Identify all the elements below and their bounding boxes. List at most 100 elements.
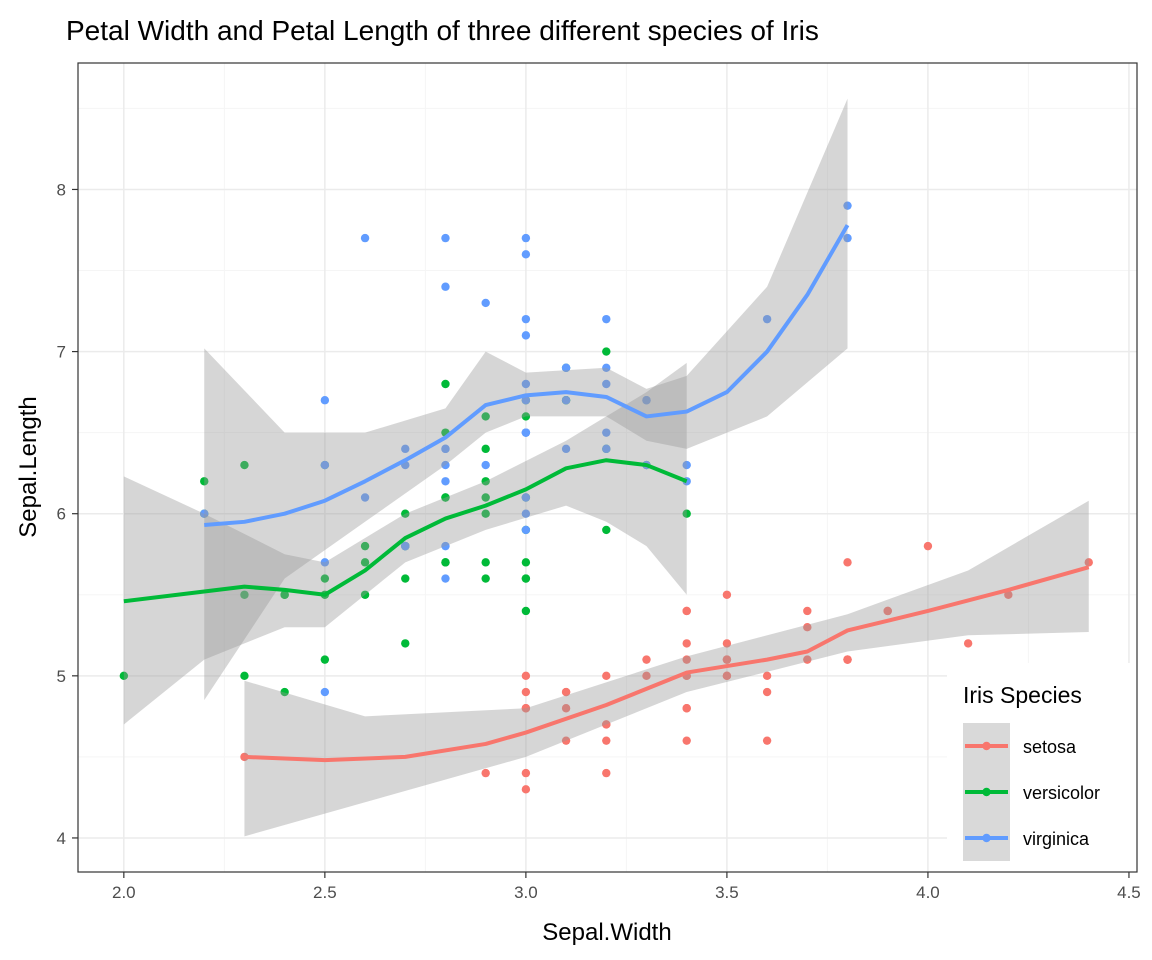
- x-axis-label: Sepal.Width: [542, 919, 671, 946]
- data-point-versicolor: [441, 558, 450, 567]
- data-point-virginica: [441, 233, 450, 243]
- data-point-virginica: [401, 541, 410, 551]
- data-point-setosa: [602, 736, 611, 745]
- points-layer: [119, 201, 1093, 794]
- confidence-band-versicolor: [123, 362, 687, 725]
- data-point-versicolor: [280, 687, 289, 697]
- data-point-setosa: [682, 606, 691, 616]
- data-point-setosa: [883, 606, 892, 616]
- data-point-setosa: [1004, 590, 1013, 599]
- data-point-setosa: [923, 541, 933, 551]
- data-point-setosa: [722, 639, 732, 648]
- data-point-setosa: [561, 687, 571, 697]
- data-point-setosa: [521, 687, 531, 697]
- data-point-setosa: [722, 590, 732, 599]
- data-point-setosa: [963, 639, 973, 648]
- data-point-virginica: [561, 363, 571, 372]
- data-point-virginica: [481, 460, 490, 470]
- legend-key-point-setosa: [982, 741, 991, 751]
- bands-layer: [123, 98, 1089, 837]
- data-point-virginica: [843, 201, 852, 210]
- data-point-versicolor: [441, 493, 450, 502]
- data-point-virginica: [441, 282, 450, 291]
- data-point-versicolor: [602, 525, 611, 535]
- data-point-virginica: [320, 687, 330, 697]
- data-point-virginica: [320, 396, 330, 405]
- data-point-virginica: [602, 363, 611, 372]
- data-point-versicolor: [360, 541, 370, 551]
- data-point-virginica: [200, 509, 209, 518]
- data-point-setosa: [642, 655, 651, 664]
- data-point-setosa: [481, 768, 490, 778]
- x-tick-label: 4.5: [1117, 883, 1141, 902]
- y-tick-label: 7: [57, 343, 66, 362]
- legend: Iris Species setosa versicolor virginica: [947, 663, 1137, 872]
- data-point-versicolor: [521, 574, 531, 583]
- y-tick-label: 5: [57, 667, 66, 686]
- data-point-setosa: [602, 768, 611, 778]
- data-point-versicolor: [682, 509, 691, 518]
- y-tick-label: 6: [57, 505, 66, 524]
- data-point-virginica: [360, 493, 370, 502]
- data-point-virginica: [602, 379, 611, 389]
- smooth-line-setosa: [244, 565, 1090, 763]
- data-point-virginica: [602, 444, 611, 454]
- smooth-line-virginica: [204, 224, 850, 528]
- data-point-virginica: [521, 314, 531, 324]
- axes: 2.0 2.5 3.0 3.5 4.0 4.5 4 5 6 7 8: [57, 180, 1141, 902]
- data-point-virginica: [401, 444, 410, 454]
- y-tick-label: 4: [57, 829, 66, 848]
- data-point-versicolor: [481, 493, 490, 502]
- data-point-virginica: [642, 396, 651, 405]
- data-point-versicolor: [521, 606, 531, 616]
- legend-title: Iris Species: [963, 682, 1082, 708]
- legend-label-versicolor: versicolor: [1023, 783, 1100, 803]
- data-point-versicolor: [602, 347, 611, 356]
- data-point-versicolor: [481, 574, 490, 583]
- x-tick-label: 2.0: [112, 883, 136, 902]
- data-point-virginica: [360, 233, 370, 243]
- legend-label-setosa: setosa: [1023, 737, 1077, 757]
- data-point-versicolor: [481, 509, 490, 518]
- data-point-versicolor: [481, 412, 490, 421]
- data-point-setosa: [561, 736, 571, 745]
- data-point-setosa: [803, 606, 812, 616]
- legend-key-point-virginica: [982, 833, 991, 843]
- data-point-setosa: [1084, 558, 1093, 567]
- data-point-versicolor: [240, 590, 249, 599]
- data-point-setosa: [762, 687, 772, 697]
- confidence-band-setosa: [244, 500, 1089, 837]
- data-point-setosa: [642, 671, 651, 681]
- data-point-virginica: [481, 298, 490, 308]
- data-point-versicolor: [200, 477, 209, 486]
- panel-border: [77, 62, 1138, 873]
- data-point-setosa: [682, 655, 691, 664]
- data-point-versicolor: [521, 412, 531, 421]
- data-point-versicolor: [240, 671, 249, 681]
- data-point-setosa: [803, 655, 812, 664]
- data-point-setosa: [521, 704, 531, 713]
- legend-label-virginica: virginica: [1023, 829, 1090, 849]
- data-point-virginica: [521, 379, 531, 389]
- x-tick-label: 3.0: [514, 883, 538, 902]
- data-point-setosa: [602, 671, 611, 681]
- data-point-versicolor: [360, 590, 370, 599]
- data-point-setosa: [843, 558, 852, 567]
- x-tick-label: 4.0: [916, 883, 940, 902]
- data-point-setosa: [722, 655, 732, 664]
- data-point-versicolor: [481, 444, 490, 454]
- x-tick-label: 2.5: [313, 883, 337, 902]
- data-point-setosa: [521, 671, 531, 681]
- data-point-setosa: [521, 768, 531, 778]
- data-point-setosa: [762, 736, 772, 745]
- data-point-virginica: [441, 574, 450, 583]
- data-point-virginica: [521, 233, 531, 243]
- data-point-virginica: [320, 460, 330, 470]
- smooth-line-versicolor: [123, 458, 688, 604]
- data-point-versicolor: [521, 558, 531, 567]
- data-point-setosa: [803, 622, 812, 632]
- data-point-setosa: [722, 671, 732, 681]
- data-point-virginica: [521, 525, 531, 535]
- data-point-virginica: [521, 250, 531, 259]
